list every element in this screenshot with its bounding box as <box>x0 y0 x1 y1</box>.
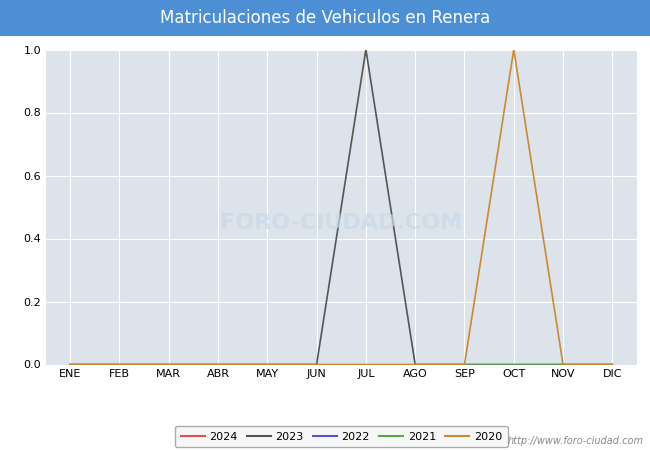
Text: FORO-CIUDAD.COM: FORO-CIUDAD.COM <box>220 213 462 233</box>
Text: http://www.foro-ciudad.com: http://www.foro-ciudad.com <box>508 436 644 446</box>
Legend: 2024, 2023, 2022, 2021, 2020: 2024, 2023, 2022, 2021, 2020 <box>175 426 508 447</box>
Text: Matriculaciones de Vehiculos en Renera: Matriculaciones de Vehiculos en Renera <box>160 9 490 27</box>
